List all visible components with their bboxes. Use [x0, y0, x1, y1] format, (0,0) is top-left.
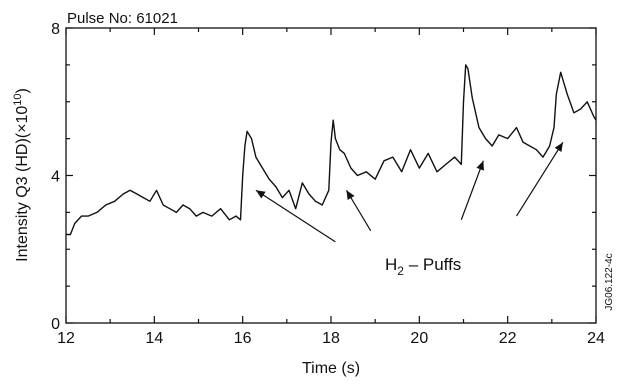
- y-tick-label: 8: [51, 21, 60, 38]
- y-axis-label-base: Intensity Q3 (HD)(×10: [14, 106, 31, 262]
- x-tick-label: 22: [499, 330, 517, 347]
- puff-arrow-head: [476, 160, 484, 171]
- x-tick-label: 16: [234, 330, 252, 347]
- plot-frame: [65, 27, 597, 324]
- puff-arrow-shaft: [515, 141, 564, 217]
- puffs-annotation: H2 – Puffs: [385, 255, 461, 278]
- x-tick-label: 20: [410, 330, 428, 347]
- puff-arrow-head: [255, 190, 266, 199]
- series-line-intensity: [66, 64, 597, 236]
- x-axis: 12 14 16 18 20 22 24: [57, 28, 605, 347]
- x-tick-label: 18: [322, 330, 340, 347]
- x-tick-label: 12: [57, 330, 75, 347]
- x-tick-label: 24: [587, 330, 605, 347]
- x-tick-label: 14: [145, 330, 163, 347]
- y-axis-label-exponent: 10: [12, 94, 24, 106]
- puff-arrow-shaft: [460, 160, 484, 220]
- puffs-annotation-main: H: [385, 255, 397, 274]
- figure-code: JG06.122-4c: [604, 253, 615, 310]
- puff-arrow-head: [346, 190, 355, 201]
- chart-title: Pulse No: 61021: [67, 10, 178, 27]
- y-axis-label: Intensity Q3 (HD)(×1010): [12, 88, 31, 262]
- y-axis-label-close: ): [14, 88, 31, 93]
- puffs-annotation-sub: 2: [397, 264, 404, 278]
- y-tick-label: 0: [51, 316, 60, 333]
- puffs-annotation-rest: – Puffs: [404, 255, 461, 274]
- puff-arrows: [255, 141, 564, 243]
- y-tick-label: 4: [51, 169, 60, 186]
- puff-arrow-shaft: [255, 189, 336, 243]
- puff-arrow-head: [554, 142, 563, 153]
- x-axis-label: Time (s): [302, 360, 360, 377]
- y-axis: 0 4 8: [51, 21, 596, 333]
